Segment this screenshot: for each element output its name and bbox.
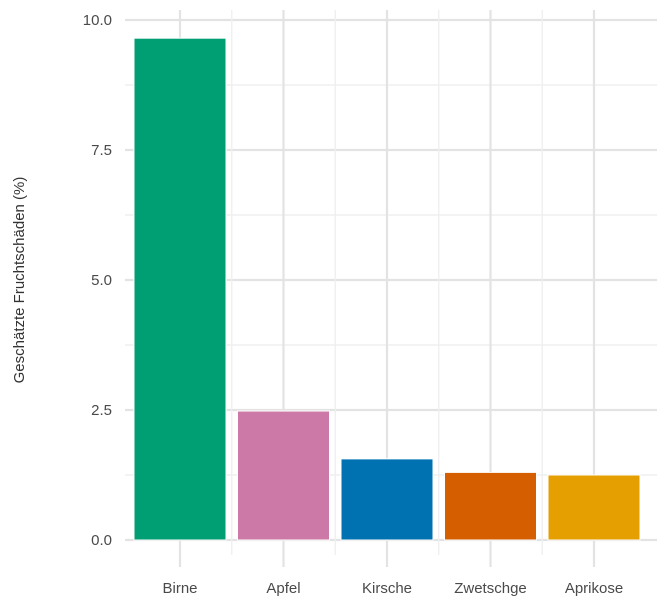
y-tick-label: 5.0 [91,272,112,289]
bar-apfel [237,410,330,541]
y-tick-label: 2.5 [91,402,112,419]
x-tick-label: Birne [162,580,197,597]
bar-aprikose [547,474,641,541]
bars [133,37,641,541]
x-tick-label: Kirsche [362,580,412,597]
y-tick-label: 7.5 [91,142,112,159]
bar-zwetschge [444,471,537,541]
axis-ticks: 0.0 2.5 5.0 7.5 10.0 Birne Apfel Kirsche Zwetsch… [83,12,623,597]
x-tick-label: Aprikose [565,580,623,597]
x-tick-label: Zwetschge [454,580,527,597]
bar-kirsche [340,458,434,541]
y-tick-label: 0.0 [91,532,112,549]
y-axis-title: Geschätzte Fruchtschäden (%) [11,177,28,384]
y-tick-label: 10.0 [83,12,112,29]
bar-birne [133,37,227,541]
x-tick-label: Apfel [266,580,300,597]
